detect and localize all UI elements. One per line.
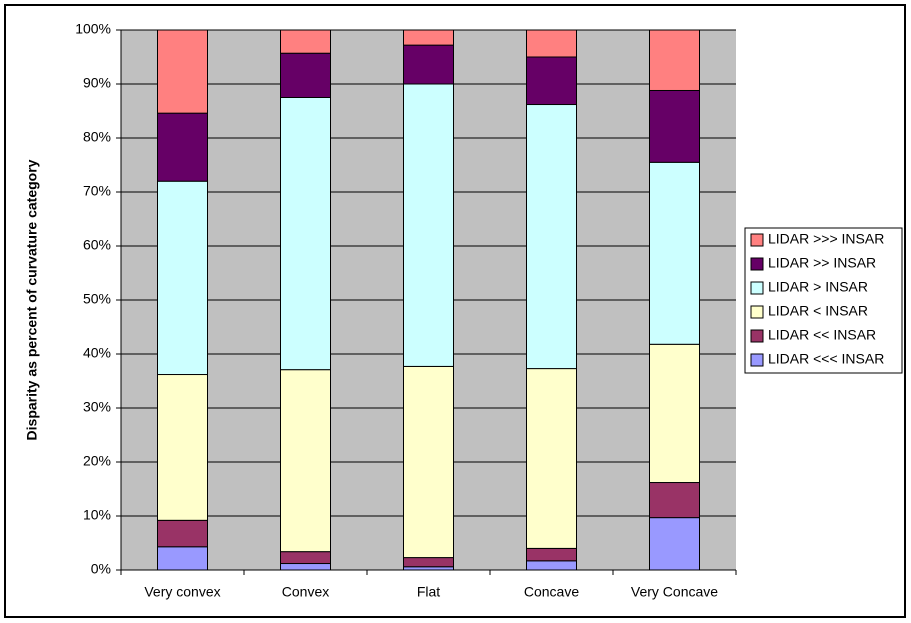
y-axis-label: Disparity as percent of curvature catego… bbox=[24, 159, 40, 440]
bar-segment bbox=[403, 29, 454, 46]
legend-swatch bbox=[750, 329, 764, 343]
bar-segment bbox=[157, 112, 208, 182]
legend-swatch bbox=[750, 233, 764, 247]
x-tick-label: Flat bbox=[417, 584, 440, 600]
y-tick-label: 100% bbox=[75, 21, 111, 37]
bar-segment bbox=[157, 180, 208, 376]
bar-segment bbox=[157, 519, 208, 548]
bar-segment bbox=[403, 365, 454, 559]
legend-label: LIDAR <<< INSAR bbox=[768, 351, 884, 367]
y-tick-label: 60% bbox=[83, 237, 111, 253]
x-tick-label: Concave bbox=[524, 584, 579, 600]
bar-segment bbox=[280, 563, 331, 571]
bar-segment bbox=[649, 89, 700, 163]
y-tick-label: 90% bbox=[83, 75, 111, 91]
bar-segment bbox=[526, 56, 577, 106]
y-tick-label: 50% bbox=[83, 291, 111, 307]
bar-segment bbox=[280, 369, 331, 553]
bar-segment bbox=[157, 546, 208, 571]
bar-segment bbox=[157, 29, 208, 114]
bar-segment bbox=[649, 482, 700, 519]
y-tick-label: 30% bbox=[83, 399, 111, 415]
y-tick-label: 70% bbox=[83, 183, 111, 199]
bar-segment bbox=[280, 97, 331, 371]
x-tick-label: Very Concave bbox=[631, 584, 718, 600]
bar-segment bbox=[526, 547, 577, 562]
bar-segment bbox=[403, 557, 454, 568]
bar-segment bbox=[280, 29, 331, 54]
legend-swatch bbox=[750, 305, 764, 319]
bar-segment bbox=[157, 374, 208, 521]
legend-label: LIDAR >>> INSAR bbox=[768, 231, 884, 247]
bar-segment bbox=[649, 29, 700, 91]
x-tick-label: Very convex bbox=[144, 584, 220, 600]
y-tick-label: 10% bbox=[83, 507, 111, 523]
bar-segment bbox=[280, 52, 331, 98]
bar-segment bbox=[649, 343, 700, 484]
legend-label: LIDAR << INSAR bbox=[768, 327, 876, 343]
bar-segment bbox=[526, 368, 577, 549]
y-tick-label: 80% bbox=[83, 129, 111, 145]
bar-segment bbox=[649, 161, 700, 345]
y-tick-label: 40% bbox=[83, 345, 111, 361]
bar-segment bbox=[403, 44, 454, 85]
legend-box bbox=[744, 227, 903, 374]
bar-segment bbox=[526, 29, 577, 58]
bar-segment bbox=[280, 551, 331, 565]
y-tick-label: 20% bbox=[83, 453, 111, 469]
y-tick-label: 0% bbox=[91, 561, 111, 577]
bar-segment bbox=[649, 517, 700, 571]
x-tick-label: Convex bbox=[282, 584, 329, 600]
bar-segment bbox=[526, 104, 577, 370]
legend-swatch bbox=[750, 281, 764, 295]
legend-swatch bbox=[750, 353, 764, 367]
legend-swatch bbox=[750, 257, 764, 271]
bar-segment bbox=[526, 560, 577, 571]
bar-segment bbox=[403, 83, 454, 367]
legend-label: LIDAR >> INSAR bbox=[768, 255, 876, 271]
legend-label: LIDAR > INSAR bbox=[768, 279, 868, 295]
legend-label: LIDAR < INSAR bbox=[768, 303, 868, 319]
